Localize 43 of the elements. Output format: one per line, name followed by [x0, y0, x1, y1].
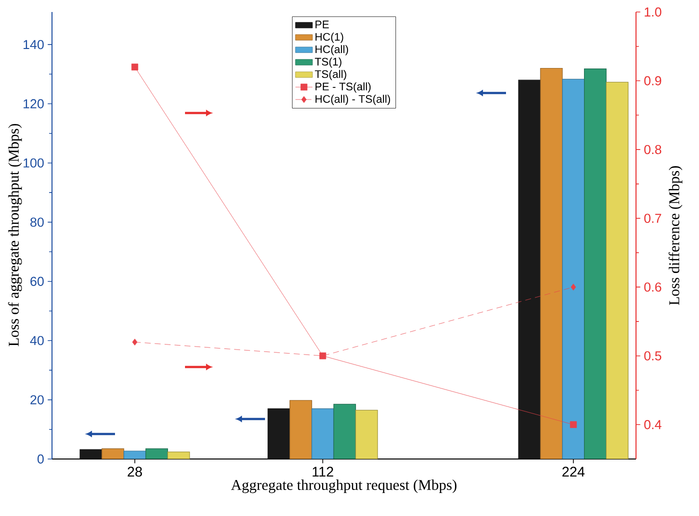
y2-tick-label: 0.4: [644, 420, 662, 430]
point: [570, 421, 577, 428]
legend-label: HC(all) - TS(all): [316, 94, 390, 105]
y2-tick-label: 0.5: [644, 351, 662, 360]
bar: [168, 452, 190, 459]
x-axis-title: Aggregate throughput request (Mbps): [231, 480, 456, 494]
legend-label: HC(1): [316, 32, 344, 43]
y-tick-label: 80: [30, 218, 44, 227]
y-tick-label: 40: [30, 336, 44, 346]
bar: [311, 408, 334, 459]
point: [131, 64, 138, 70]
legend-label: PE - TS(all): [316, 82, 371, 93]
x-tick-label: 112: [312, 466, 334, 477]
y-axis-title: Loss of aggregate throughput (Mbps): [8, 124, 22, 346]
legend-label: HC(all): [316, 45, 348, 56]
y-tick-label: 0: [38, 454, 44, 464]
bar: [606, 82, 628, 459]
x-tick-label: 224: [562, 466, 585, 477]
y-tick-label: 60: [30, 276, 44, 286]
bar: [540, 68, 563, 459]
y2-tick-label: 0.7: [644, 214, 662, 223]
bar: [584, 68, 607, 459]
point: [132, 338, 138, 346]
bar: [333, 404, 356, 459]
y2-tick-label: 0.9: [644, 76, 662, 86]
bar: [290, 400, 312, 459]
bar: [355, 410, 378, 459]
y-tick-label: 100: [24, 158, 44, 168]
bar: [102, 448, 124, 459]
point: [570, 284, 576, 290]
bar: [146, 448, 168, 459]
y2-tick-label: 0.8: [644, 144, 662, 154]
y-tick-label: 140: [24, 40, 44, 50]
legend-label: PE: [316, 20, 329, 28]
y2-tick-label: 0.6: [644, 282, 662, 292]
y2-tick-label: 1.0: [644, 7, 662, 17]
x-tick-label: 28: [128, 466, 142, 477]
y-tick-label: 120: [24, 99, 44, 108]
bar: [562, 78, 585, 459]
legend-label: TS(all): [314, 70, 346, 80]
y2-axis-title: Loss difference (Mbps): [668, 166, 682, 306]
y-tick-label: 20: [30, 395, 44, 404]
legend-label: TS(1): [314, 58, 342, 68]
